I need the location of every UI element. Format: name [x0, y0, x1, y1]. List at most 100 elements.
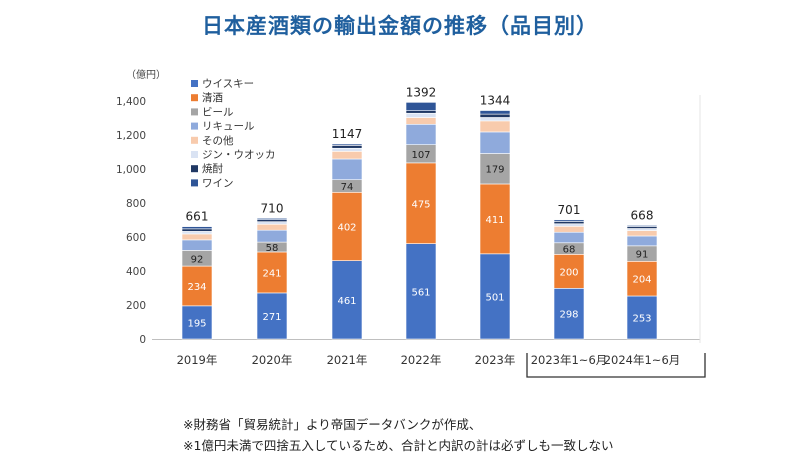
bar-segment — [479, 131, 511, 154]
segment-value-label: 271 — [262, 312, 281, 323]
bar-segment — [553, 219, 585, 222]
legend-swatch — [191, 122, 198, 130]
segment-value-label: 91 — [636, 250, 649, 261]
segment-value-label: 195 — [187, 318, 206, 329]
bar-segment — [479, 117, 511, 122]
bar-segment — [626, 226, 658, 229]
segment-value-label: 200 — [559, 267, 578, 278]
legend-swatch — [191, 80, 198, 87]
segment-value-label: 234 — [187, 282, 206, 293]
legend-label: ワイン — [202, 177, 234, 189]
x-tick-label: 2023年 — [475, 353, 516, 367]
bar-segment — [331, 260, 363, 340]
bar-segment — [405, 110, 437, 114]
bar-segment — [181, 305, 213, 340]
segment-value-label: 461 — [337, 296, 356, 307]
bar-segment — [479, 153, 511, 185]
bar-segment — [405, 102, 437, 111]
legend-label: ジン・ウオッカ — [202, 149, 276, 161]
bar-segment — [626, 225, 658, 227]
bar-segment — [479, 113, 511, 118]
bar-segment — [479, 253, 511, 340]
bar-segment — [331, 147, 363, 152]
x-tick-label: 2019年 — [177, 353, 218, 367]
legend-label: その他 — [202, 134, 234, 147]
total-value-label: 701 — [558, 203, 581, 217]
bar-segment — [553, 225, 585, 233]
bar-segment — [626, 235, 658, 247]
segment-value-label: 402 — [337, 222, 356, 233]
x-tick-label: 2021年 — [327, 353, 368, 367]
segment-value-label: 179 — [485, 165, 504, 176]
y-tick-label: 600 — [126, 232, 146, 244]
bar-segment — [181, 231, 213, 235]
bar-segment — [405, 112, 437, 118]
y-unit-label: （億円） — [126, 68, 166, 81]
legend-label: ウイスキー — [202, 78, 254, 90]
x-tick-label: 2023年1~6月 — [531, 353, 608, 367]
legend-swatch — [191, 94, 198, 102]
segment-value-label: 475 — [411, 199, 430, 210]
bar-segment — [181, 228, 213, 232]
segment-value-label: 411 — [485, 215, 504, 226]
bar-segment — [256, 229, 288, 243]
bar-segment — [181, 239, 213, 251]
source-note: ※財務省「貿易統計」より帝国データバンクが作成、 — [183, 417, 482, 432]
total-value-label: 1147 — [332, 127, 363, 141]
legend-label: 清酒 — [202, 91, 223, 104]
total-value-label: 710 — [261, 201, 284, 215]
bar-segment — [181, 226, 213, 230]
segment-value-label: 68 — [563, 245, 576, 256]
bar-segment — [479, 120, 511, 133]
segment-value-label: 501 — [485, 292, 504, 303]
total-value-label: 1344 — [480, 94, 511, 108]
bar-segment — [553, 221, 585, 225]
legend-swatch — [191, 136, 198, 144]
bar-segment — [331, 191, 363, 261]
total-value-label: 1392 — [406, 85, 437, 99]
axis-layer: （億円） 0 200 400 600 800 1,000 1,200 1,400 2019年 202… — [116, 68, 700, 367]
bar-segment — [331, 145, 363, 149]
legend-label: ビール — [202, 106, 234, 118]
decoration-layer — [526, 95, 706, 378]
y-tick-label: 0 — [139, 334, 146, 346]
bar-segment — [479, 110, 511, 115]
segment-value-label: 204 — [632, 275, 651, 286]
y-tick-label: 200 — [126, 300, 146, 312]
chart-title: 日本産酒類の輸出金額の推移（品目別） — [202, 14, 598, 38]
legend-swatch — [191, 151, 198, 158]
bar-segment — [256, 219, 288, 223]
bar-segment — [331, 158, 363, 181]
bar-segment — [626, 230, 658, 237]
half-year-bracket — [526, 353, 706, 378]
segment-value-label: 92 — [191, 254, 204, 265]
bar-segment — [331, 143, 363, 146]
bar-segment — [256, 292, 288, 340]
bar-segment — [256, 218, 288, 220]
bar-segment — [331, 151, 363, 160]
bar-segment — [553, 288, 585, 340]
bar-segment — [256, 251, 288, 294]
bar-segment — [553, 223, 585, 227]
legend-label: リキュール — [202, 121, 255, 133]
bar-segment — [256, 221, 288, 225]
x-tick-label: 2020年 — [252, 353, 293, 367]
bar-segment — [405, 117, 437, 125]
segment-value-label: 74 — [341, 182, 354, 193]
bar-segment — [405, 243, 437, 340]
y-tick-label: 1,200 — [116, 130, 146, 142]
bar-segment — [553, 231, 585, 244]
y-tick-label: 1,000 — [116, 164, 146, 176]
bar-segment — [553, 254, 585, 289]
legend-swatch — [191, 179, 198, 187]
bar-segment — [626, 295, 658, 340]
segment-value-label: 298 — [559, 310, 578, 321]
bar-segment — [405, 123, 437, 145]
bar-segment — [405, 162, 437, 244]
bar-segment — [626, 228, 658, 231]
bar-segment — [479, 183, 511, 255]
x-tick-label: 2022年 — [401, 353, 442, 367]
total-value-label: 668 — [631, 208, 654, 222]
